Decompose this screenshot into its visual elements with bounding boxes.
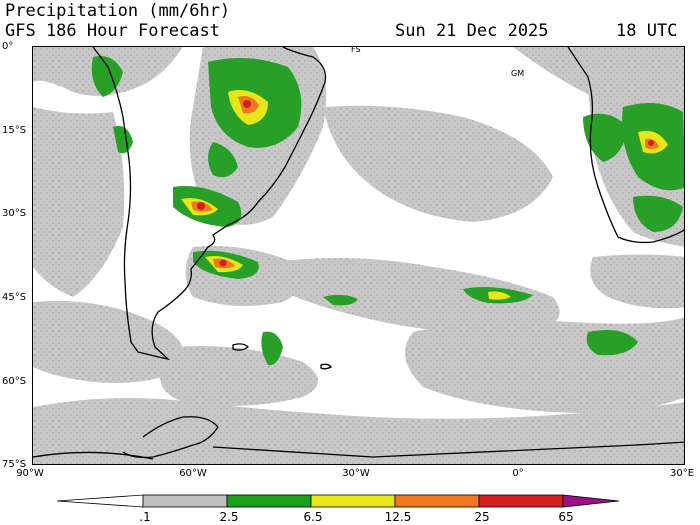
green-area-africa-3 <box>633 195 683 232</box>
green-area-africa-1 <box>583 113 628 162</box>
map-label-gm: GM <box>511 69 525 78</box>
red-area-africa <box>648 140 654 146</box>
yellow-area-atlantic <box>488 291 511 300</box>
colorbar-label-0: .1 <box>139 510 151 524</box>
coastline-south-georgia <box>320 363 332 370</box>
colorbar <box>56 494 620 508</box>
lat-label-30s: 30°S <box>2 208 27 219</box>
forecast-time: 18 UTC <box>616 21 678 41</box>
precip-area-south-atlantic <box>405 317 684 413</box>
map-label-fs: FS <box>351 46 361 54</box>
colorbar-segment-2 <box>226 494 312 508</box>
red-area-uruguay <box>197 202 205 210</box>
precip-area-atlantic-east <box>323 105 553 222</box>
lat-label-15s: 15°S <box>2 125 27 136</box>
map-svg <box>33 47 684 464</box>
chart-title: Precipitation (mm/6hr) <box>5 1 231 21</box>
lat-label-45s: 45°S <box>2 292 27 303</box>
coastline-antarctic-peninsula <box>122 416 219 459</box>
colorbar-label-2: 6.5 <box>303 510 323 524</box>
precip-area-mid-atlantic <box>273 258 560 334</box>
light-precip-areas <box>33 47 684 464</box>
colorbar-label-5: 65 <box>558 510 574 524</box>
colorbar-segment-4 <box>394 494 480 508</box>
green-area-south-1 <box>261 331 283 366</box>
colorbar-label-3: 12.5 <box>384 510 412 524</box>
precipitation-map: FS GM <box>32 46 685 465</box>
lon-label-30w: 30°W <box>342 468 370 479</box>
forecast-label: GFS 186 Hour Forecast <box>5 21 220 41</box>
coastline-africa <box>567 47 684 244</box>
lon-label-90w: 90°W <box>16 468 44 479</box>
lon-label-30e: 30°E <box>669 468 695 479</box>
green-area-south-2 <box>586 329 638 356</box>
extreme-precip-areas <box>197 100 654 267</box>
green-area-central-brazil <box>208 142 238 178</box>
colorbar-segment-below <box>56 494 144 508</box>
coastline-south-america <box>92 47 327 361</box>
colorbar-segment-above <box>562 494 620 508</box>
precip-area-pacific-south <box>33 301 185 383</box>
colorbar-label-4: 25 <box>474 510 490 524</box>
red-area-amazon <box>243 100 251 108</box>
coastline-antarctica <box>33 441 684 460</box>
precip-area-scotia <box>160 346 318 406</box>
green-area-atlantic-1 <box>323 294 358 306</box>
moderate-precip-areas <box>91 56 684 366</box>
green-area-peru <box>113 126 133 154</box>
colorbar-segment-3 <box>310 494 396 508</box>
precip-area-indian <box>590 254 684 309</box>
red-area-buenos-aires <box>219 259 227 267</box>
colorbar-label-1: 2.5 <box>219 510 239 524</box>
coastline-falklands <box>232 343 250 351</box>
forecast-date: Sun 21 Dec 2025 <box>395 21 549 41</box>
coastlines <box>33 47 684 460</box>
lon-label-60w: 60°W <box>179 468 207 479</box>
lat-label-60s: 60°S <box>2 376 27 387</box>
lat-label-0: 0° <box>2 41 14 52</box>
lon-label-0: 0° <box>512 468 524 479</box>
lat-label-75s: 75°S <box>2 459 27 470</box>
colorbar-segment-5 <box>478 494 564 508</box>
precip-area-pacific-west <box>33 107 125 297</box>
colorbar-segments <box>56 494 620 508</box>
colorbar-segment-1 <box>142 494 228 508</box>
precip-area-antarctic <box>33 398 684 464</box>
